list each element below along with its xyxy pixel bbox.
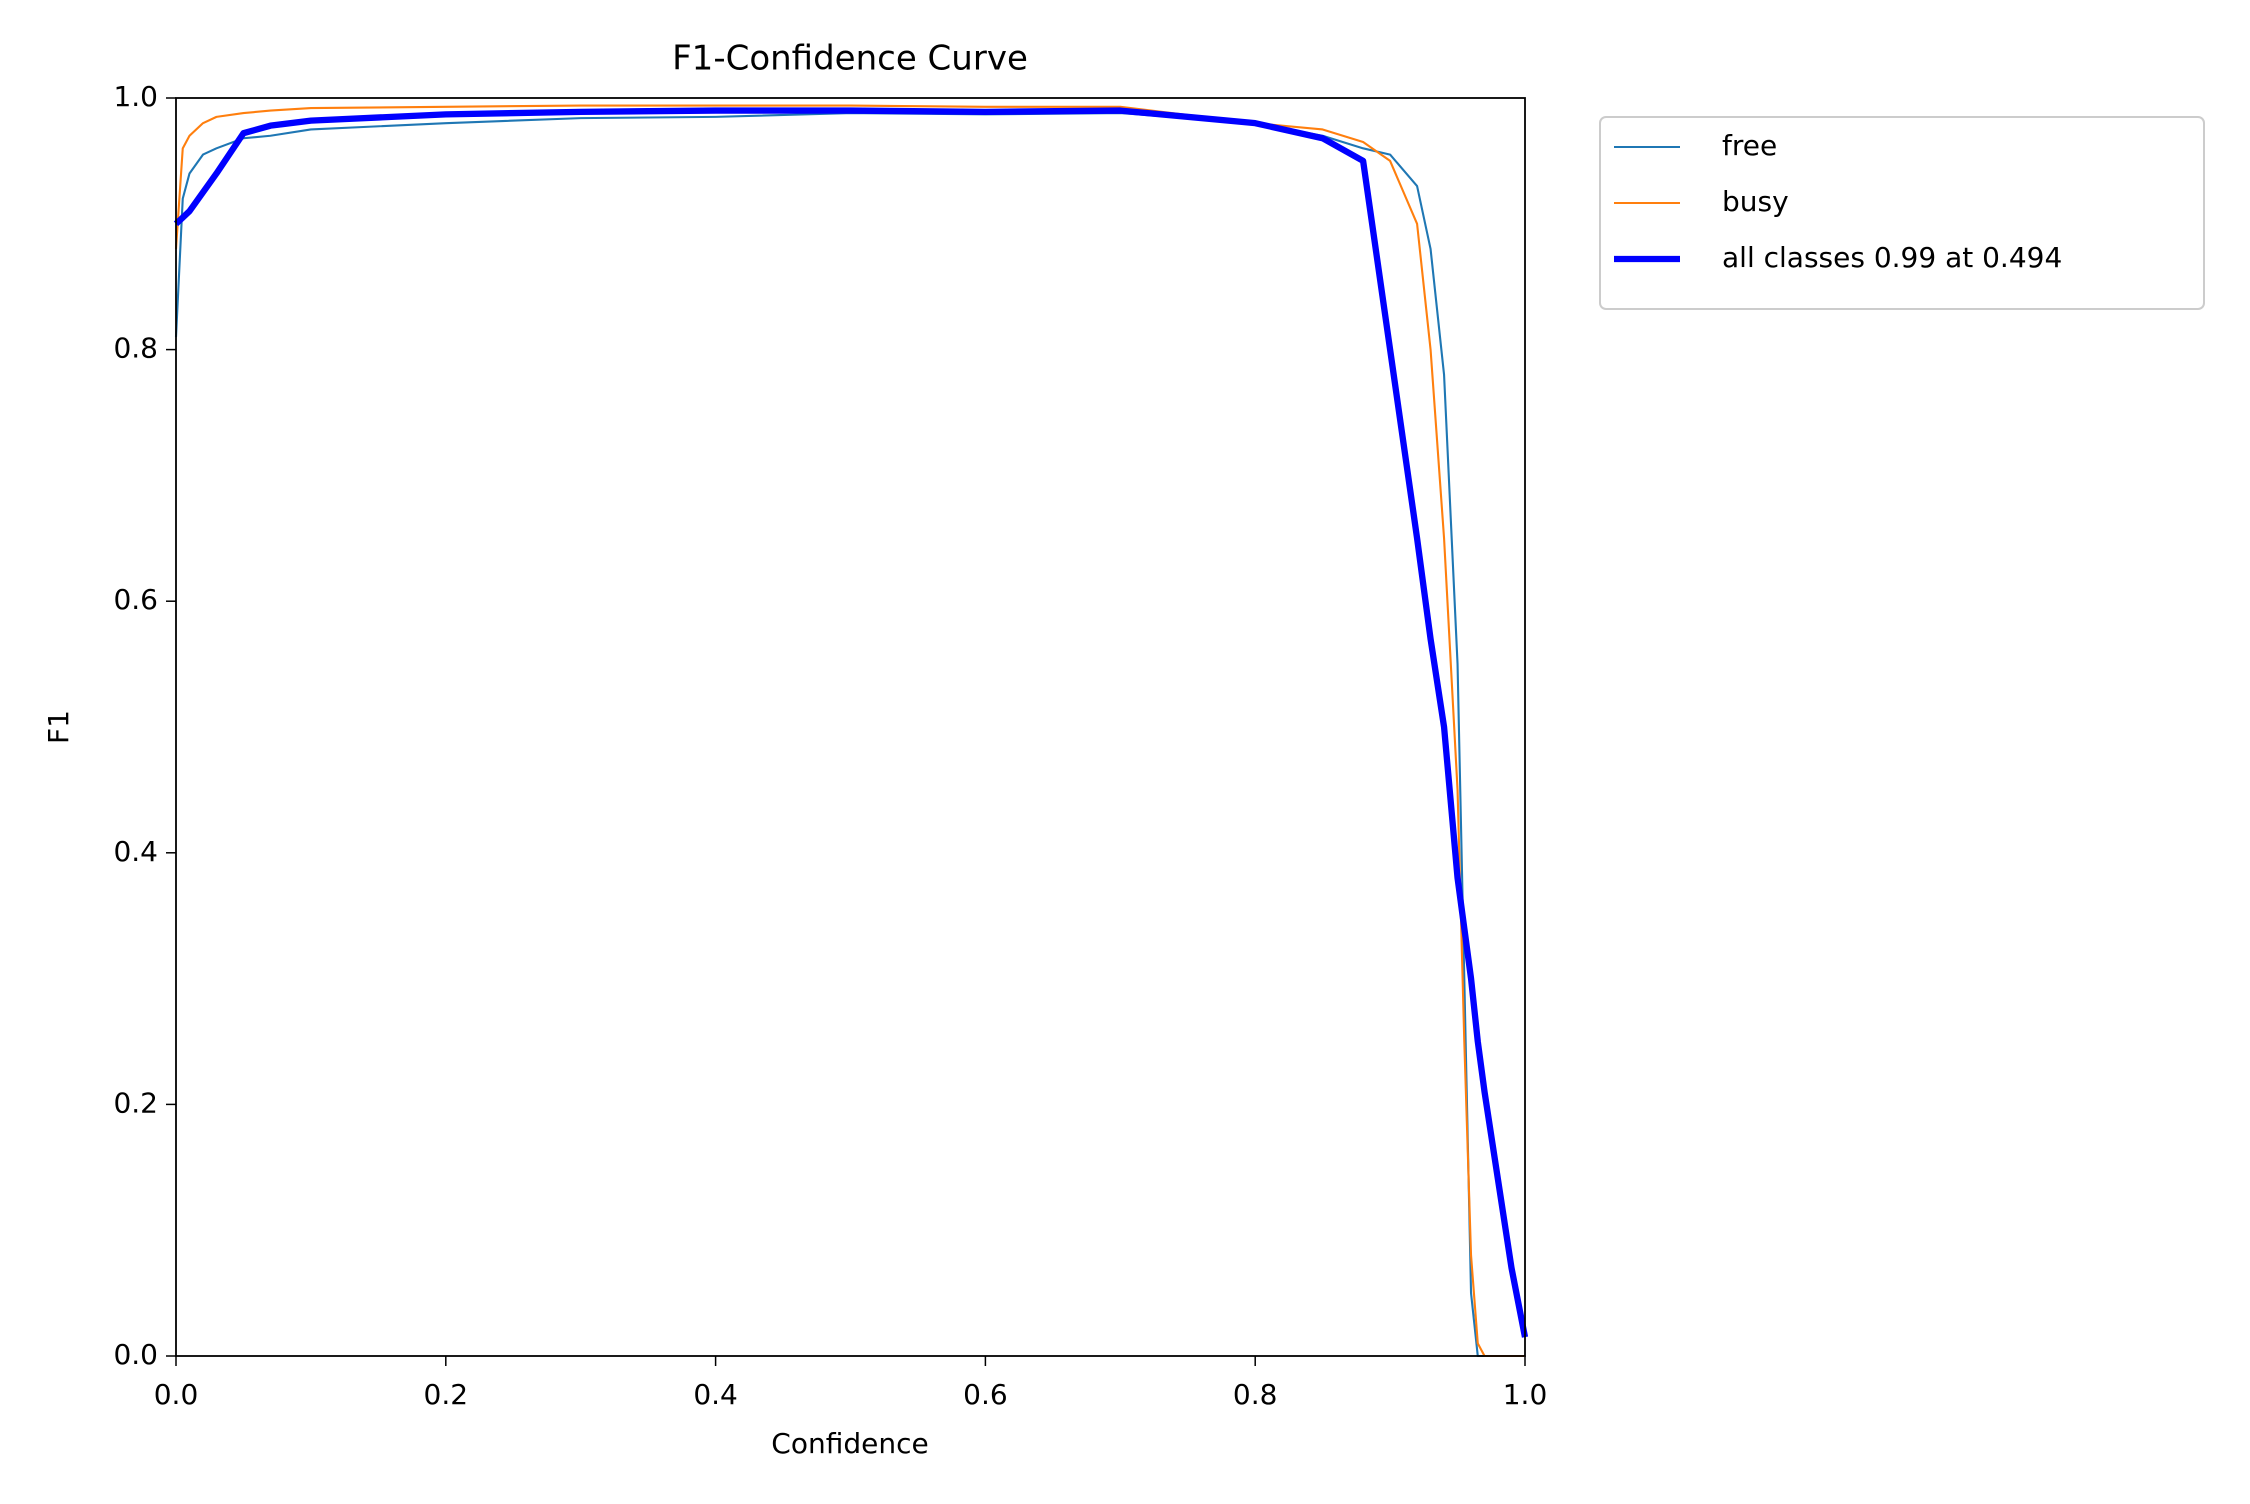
x-axis-label: Confidence [771, 1427, 928, 1460]
y-tick-label: 0.8 [113, 332, 158, 365]
y-tick-label: 0.2 [113, 1086, 158, 1119]
y-tick-label: 0.4 [113, 835, 158, 868]
y-tick-label: 0.0 [113, 1338, 158, 1371]
x-tick-label: 0.6 [963, 1378, 1008, 1411]
x-tick-label: 1.0 [1503, 1378, 1548, 1411]
y-tick-label: 0.6 [113, 583, 158, 616]
x-tick-label: 0.0 [154, 1378, 199, 1411]
legend-label: free [1722, 129, 1777, 162]
y-axis-label: F1 [42, 710, 75, 744]
x-tick-label: 0.8 [1233, 1378, 1278, 1411]
data-line [173, 107, 1529, 1338]
x-tick-label: 0.2 [424, 1378, 469, 1411]
axes-frame [175, 97, 1526, 1357]
chart-title: F1-Confidence Curve [672, 39, 1028, 79]
x-tick-label: 0.4 [693, 1378, 738, 1411]
y-tick-label: 1.0 [113, 80, 158, 113]
legend-label: busy [1722, 185, 1789, 218]
legend-box [1599, 116, 2205, 310]
legend-label: all classes 0.99 at 0.494 [1722, 241, 2062, 274]
